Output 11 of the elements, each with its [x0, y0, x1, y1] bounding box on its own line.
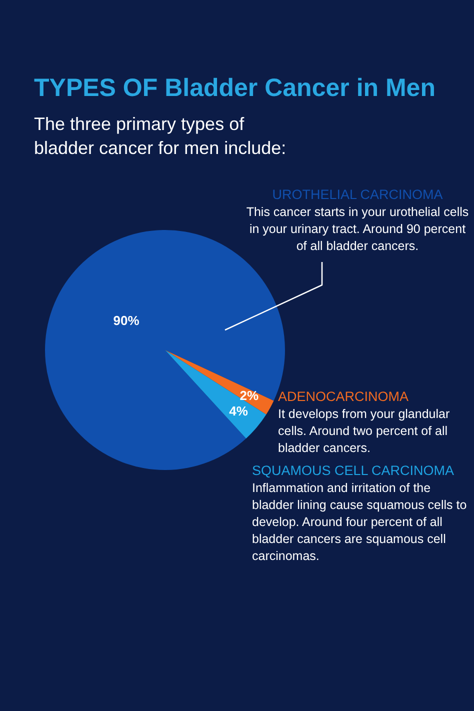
text: It develops from your glandular cells. Around two percent of all bladder cancers. — [278, 406, 451, 457]
slice-label: SQUAMOUS CELL CARCINOMA — [252, 463, 454, 478]
chart-title: TYPES OF Bladder Cancer in Men — [34, 74, 436, 103]
data-label: 4% — [229, 403, 248, 418]
slice-label: UROTHELIAL CARCINOMA — [272, 187, 443, 202]
slice-label: ADENOCARCINOMA — [278, 389, 409, 404]
data-label: 90% — [113, 313, 140, 328]
chart-subtitle: The three primary types of bladder cancer for men include: — [34, 113, 288, 160]
data-label: 2% — [240, 388, 259, 403]
text: Inflammation and irritation of the bladder lining cause squamous cells to develop. Around four percent of all bladder cancers are squamous cell carcinomas. — [252, 480, 468, 565]
text: This cancer starts in your urothelial cells in your urinary tract. Around 90 percent of all bladder cancers. — [245, 204, 470, 255]
